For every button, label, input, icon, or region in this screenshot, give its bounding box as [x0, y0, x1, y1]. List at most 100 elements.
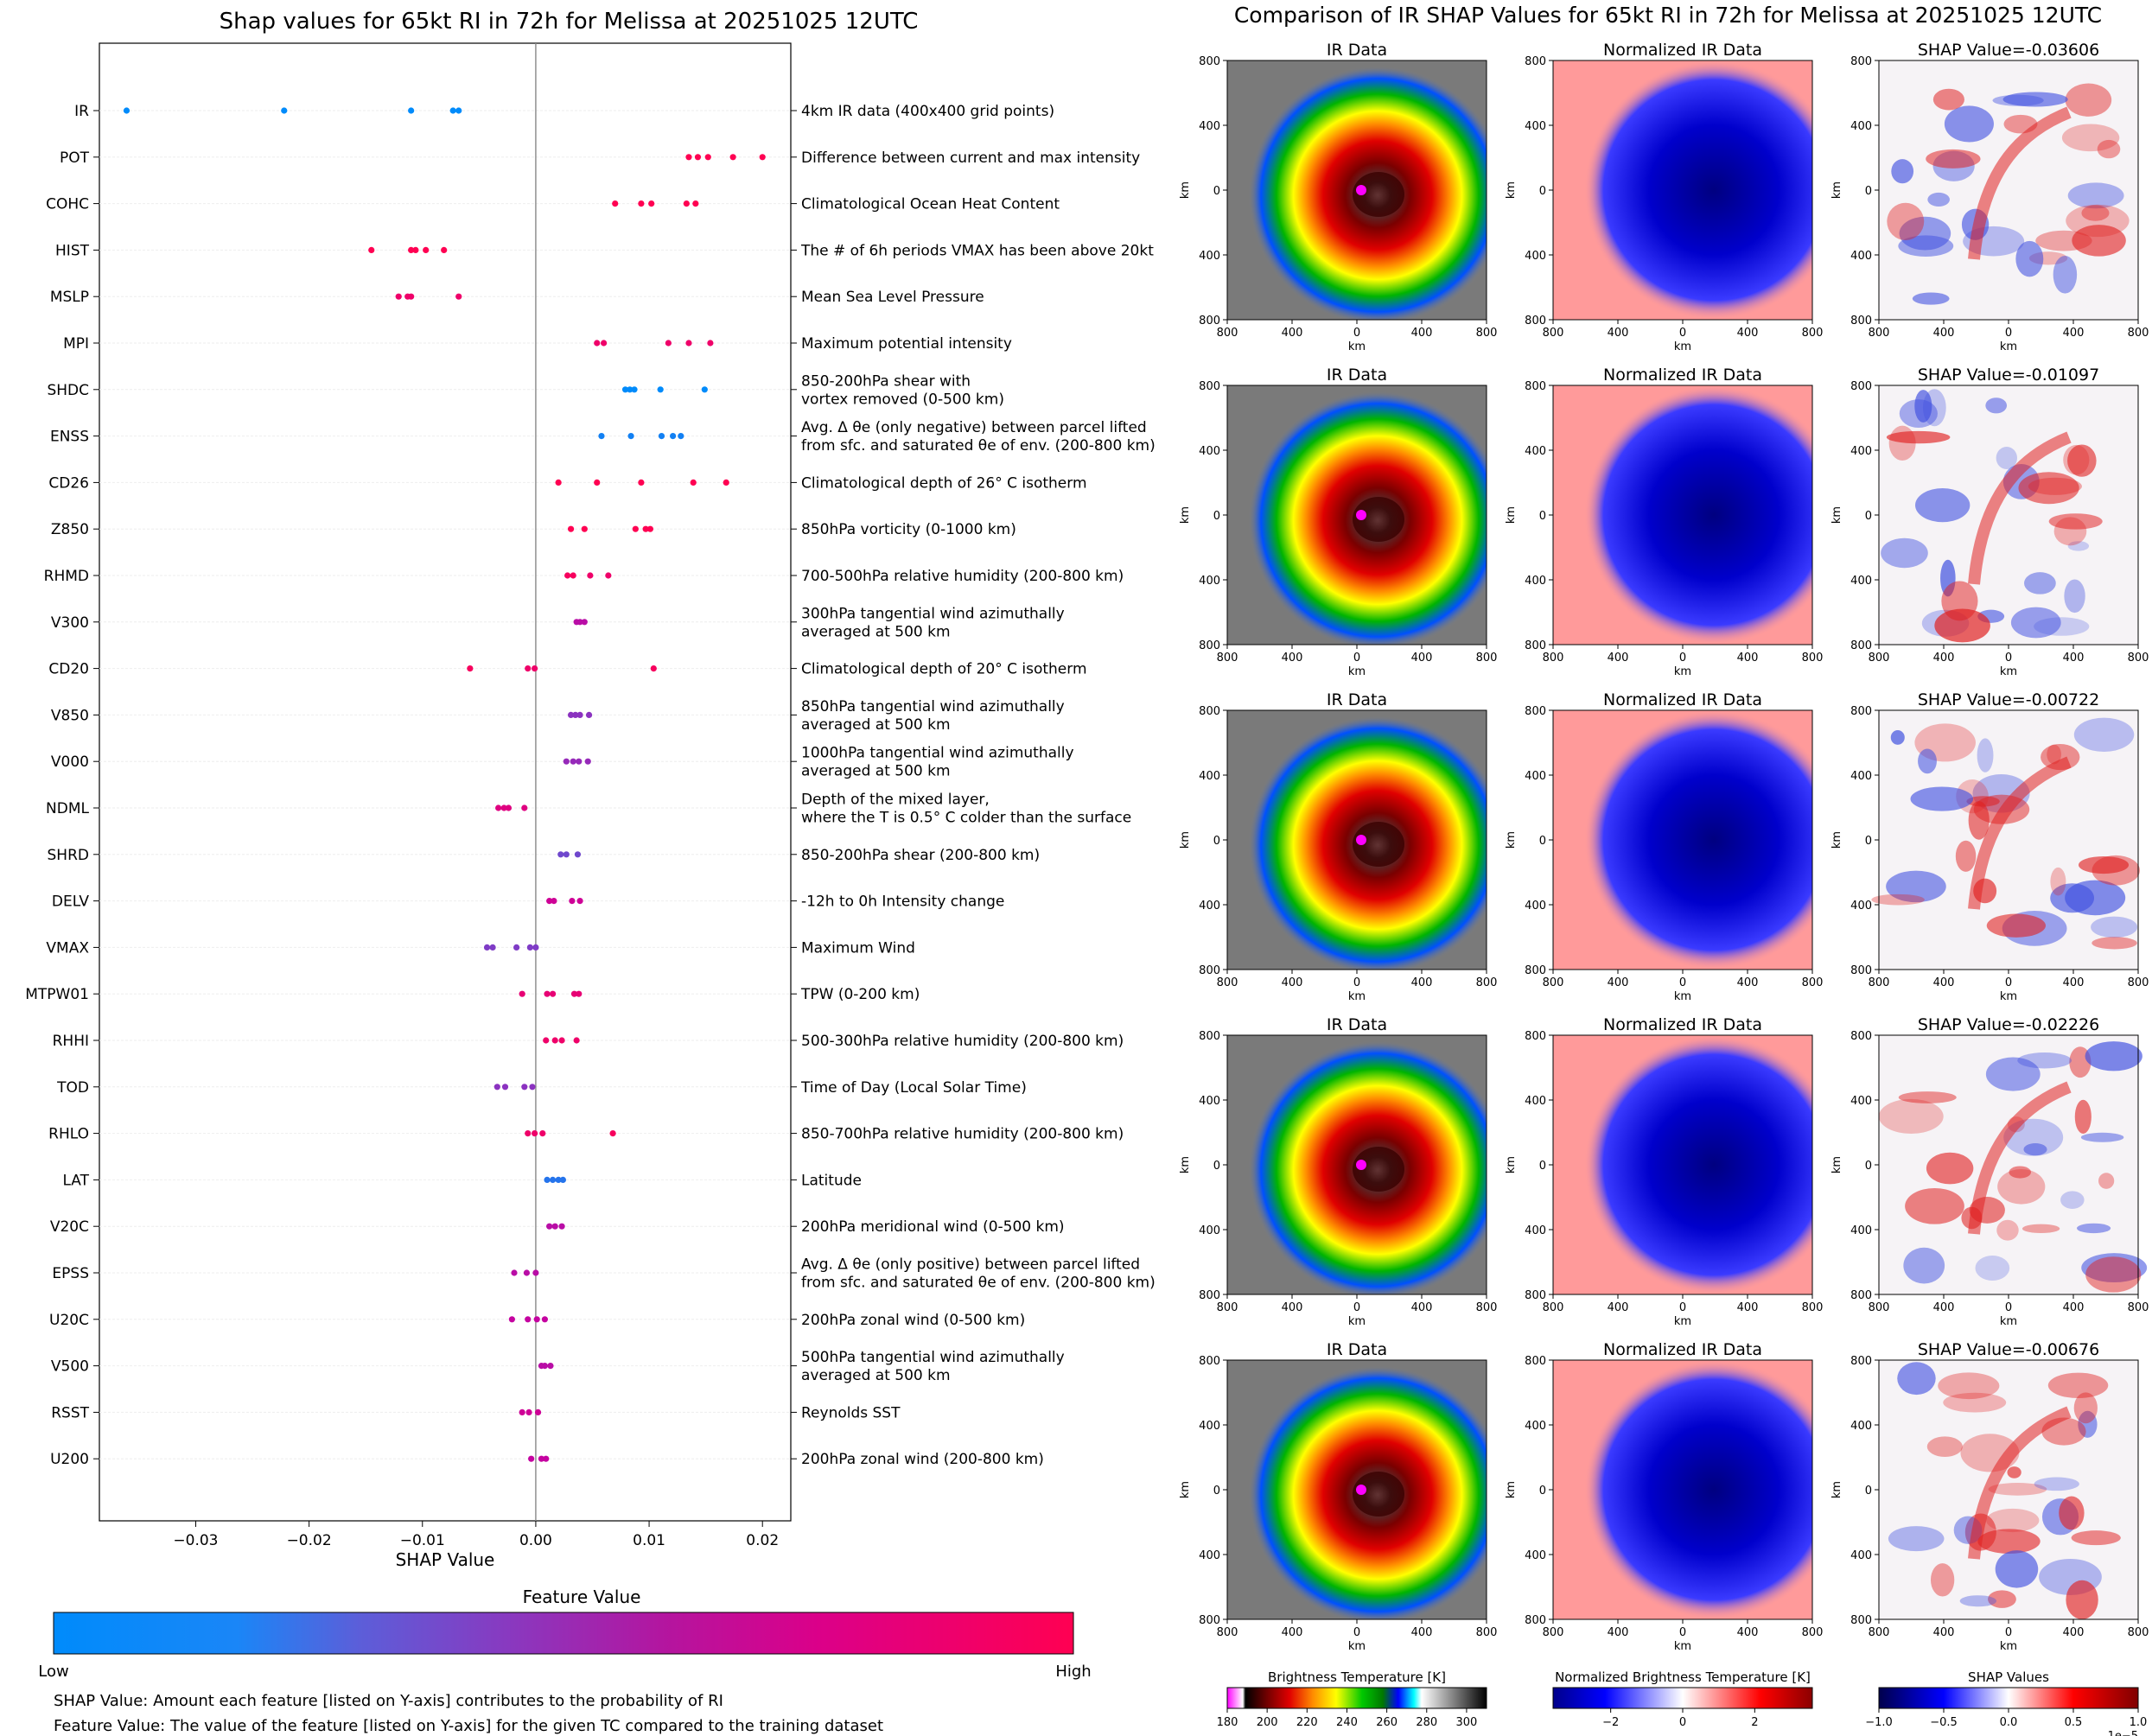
y-tick-label: 400	[1525, 900, 1546, 913]
shap-point	[729, 154, 736, 161]
shap-blob	[1903, 1247, 1945, 1284]
colorbar-high-label: High	[1055, 1663, 1091, 1681]
shap-point	[511, 1269, 518, 1276]
shap-point	[570, 572, 576, 579]
feature-description: 200hPa zonal wind (200-800 km)	[801, 1451, 1044, 1468]
shap-point	[638, 200, 645, 207]
shap-blob	[2092, 937, 2137, 950]
feature-description: Mean Sea Level Pressure	[801, 289, 984, 306]
shap-point	[408, 293, 415, 300]
y-axis-label: km	[1830, 1481, 1843, 1498]
y-axis-label: km	[1179, 181, 1192, 199]
x-axis-label: km	[1674, 1315, 1691, 1328]
y-tick-label: 0	[1539, 510, 1546, 523]
shap-point	[567, 525, 575, 532]
y-tick-label: 400	[1850, 1420, 1872, 1433]
shap-point	[576, 898, 583, 905]
shap-point	[412, 246, 419, 253]
x-tick-label: 0	[1679, 327, 1686, 340]
shap-point	[519, 1409, 525, 1415]
x-tick-label: 800	[2128, 976, 2149, 989]
shap-blob	[1938, 1372, 2000, 1400]
x-axis-label: km	[1674, 665, 1691, 678]
y-tick-label: 800	[1525, 1030, 1546, 1043]
shap-point	[584, 758, 591, 765]
x-tick-label: 400	[1411, 976, 1433, 989]
feature-label: LAT	[62, 1172, 89, 1189]
shap-point	[657, 386, 664, 393]
feature-description: Climatological depth of 26° C isotherm	[801, 474, 1087, 492]
ir-storm-core	[1353, 172, 1404, 217]
y-tick-label: 400	[1199, 1095, 1220, 1108]
y-tick-label: 400	[1199, 445, 1220, 458]
y-tick-label: 400	[1525, 1549, 1546, 1562]
y-tick-label: 0	[1213, 1485, 1220, 1498]
feature-label: IR	[74, 103, 89, 120]
shap-blob	[1977, 738, 1994, 773]
y-tick-label: 400	[1525, 120, 1546, 133]
x-tick-label: 400	[2063, 327, 2085, 340]
y-tick-label: 400	[1525, 1420, 1546, 1433]
panel-title: Normalized IR Data	[1603, 1340, 1762, 1359]
shap-blob	[2002, 92, 2068, 107]
shap-blob	[2050, 867, 2066, 896]
y-tick-label: 800	[1199, 705, 1220, 718]
y-tick-label: 800	[1850, 1614, 1872, 1627]
shap-point	[759, 154, 766, 161]
shap-point	[455, 107, 462, 114]
shap-point	[570, 990, 578, 997]
shap-blob	[2085, 1256, 2142, 1293]
shap-blob	[1922, 389, 1946, 427]
shap-blob	[1888, 1526, 1945, 1552]
shap-point	[692, 200, 699, 207]
shap-blob	[1881, 537, 1928, 569]
y-tick-label: 0	[1213, 1160, 1220, 1173]
feature-description: 700-500hPa relative humidity (200-800 km…	[801, 568, 1124, 585]
x-tick-label: 400	[1737, 652, 1759, 665]
shap-spiral-band	[1968, 1081, 2072, 1235]
feature-description: averaged at 500 km	[801, 763, 951, 780]
x-tick-label: 800	[1217, 327, 1238, 340]
shap-blob	[2080, 1132, 2124, 1142]
shap-blob	[2023, 1143, 2047, 1156]
feature-label: CD26	[48, 474, 89, 492]
x-tick-label: 400	[1737, 1301, 1759, 1314]
ir-cold-tops	[1356, 835, 1366, 845]
shap-blob	[1959, 1595, 1997, 1607]
colorbar-tick-label: 0	[1679, 1716, 1686, 1729]
shap-point	[501, 1084, 509, 1091]
shap-point	[723, 479, 729, 486]
colorbar-tick-label: 2	[1751, 1716, 1758, 1729]
colorbar-multiplier: 1e−5	[2108, 1730, 2138, 1736]
colorbar-tick-label: 260	[1376, 1716, 1398, 1729]
shap-point	[558, 1223, 565, 1230]
x-tick-label: 800	[1802, 652, 1824, 665]
shap-point	[551, 1037, 558, 1044]
shap-point	[658, 433, 665, 440]
shap-point	[572, 711, 579, 719]
feature-description: 1000hPa tangential wind azimuthally	[801, 745, 1074, 762]
shap-blob	[2047, 744, 2061, 765]
shap-point	[557, 851, 564, 858]
shap-spiral-band	[1968, 1406, 2072, 1560]
shap-point	[632, 525, 639, 532]
shap-image-background	[1879, 60, 2138, 320]
feature-description: Difference between current and max inten…	[801, 149, 1140, 167]
shap-point	[483, 944, 491, 951]
feature-label: RHMD	[44, 568, 89, 585]
x-tick-label: 800	[2128, 327, 2149, 340]
shap-blob	[1934, 608, 1990, 643]
shap-point	[513, 944, 520, 951]
feature-label: CD20	[48, 661, 89, 678]
feature-label: MTPW01	[25, 986, 89, 1003]
shap-blob	[1955, 840, 1977, 872]
y-tick-label: 400	[1525, 1224, 1546, 1237]
shap-point	[563, 851, 570, 858]
panel-title: SHAP Value=-0.03606	[1918, 41, 2099, 60]
shap-point	[678, 433, 684, 440]
feature-description: 4km IR data (400x400 grid points)	[801, 103, 1054, 120]
